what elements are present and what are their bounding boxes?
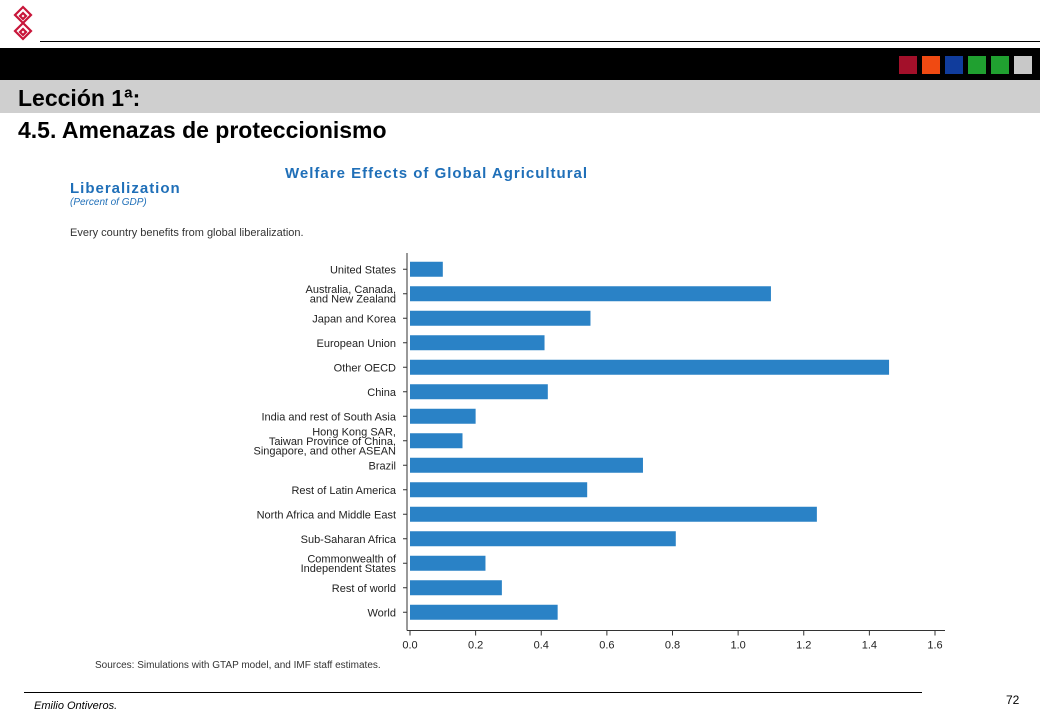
bar bbox=[410, 506, 817, 522]
x-tick-label: 0.4 bbox=[534, 640, 549, 652]
chart-note: Every country benefits from global liber… bbox=[70, 227, 304, 239]
category-label: North Africa and Middle East bbox=[257, 509, 396, 521]
category-label: Rest of Latin America bbox=[291, 485, 396, 497]
bar bbox=[410, 261, 443, 277]
bar bbox=[410, 531, 676, 547]
header-color-square bbox=[945, 56, 963, 74]
chart-subtitle: (Percent of GDP) bbox=[70, 197, 147, 208]
x-tick-label: 0.2 bbox=[468, 640, 483, 652]
logo-icon bbox=[8, 4, 38, 44]
header-band bbox=[0, 48, 1040, 80]
x-tick-label: 1.4 bbox=[862, 640, 877, 652]
header-color-square bbox=[1014, 56, 1032, 74]
chart-title-continued: Liberalization bbox=[70, 180, 181, 197]
chart-source: Sources: Simulations with GTAP model, an… bbox=[95, 660, 381, 671]
category-label: World bbox=[367, 607, 396, 619]
chart-title: Welfare Effects of Global Agricultural bbox=[285, 165, 589, 182]
bar bbox=[410, 384, 548, 400]
bar bbox=[410, 286, 771, 302]
footer-author: Emilio Ontiveros. bbox=[34, 700, 118, 712]
category-label: Sub-Saharan Africa bbox=[301, 534, 397, 546]
x-tick-label: 0.8 bbox=[665, 640, 680, 652]
bar bbox=[410, 482, 588, 498]
bar bbox=[410, 457, 643, 473]
category-label: China bbox=[367, 387, 397, 399]
slide-title: Lección 1ª: bbox=[18, 85, 141, 111]
bar bbox=[410, 408, 476, 424]
x-tick-label: 0.0 bbox=[402, 640, 417, 652]
header-color-square bbox=[991, 56, 1009, 74]
x-tick-label: 0.6 bbox=[599, 640, 614, 652]
footer-rule bbox=[24, 692, 922, 693]
bar bbox=[410, 555, 486, 571]
bar bbox=[410, 604, 558, 620]
header-color-square bbox=[899, 56, 917, 74]
x-tick-label: 1.6 bbox=[927, 640, 942, 652]
bar bbox=[410, 310, 591, 326]
header-color-square bbox=[922, 56, 940, 74]
header-color-squares bbox=[899, 56, 1032, 74]
bar bbox=[410, 359, 890, 375]
category-label: Other OECD bbox=[334, 362, 396, 374]
bar bbox=[410, 433, 463, 449]
page-number: 72 bbox=[1006, 693, 1020, 707]
bar bbox=[410, 335, 545, 351]
chart: Welfare Effects of Global Agricultural L… bbox=[60, 155, 960, 685]
category-label: Japan and Korea bbox=[312, 313, 397, 325]
category-label: Brazil bbox=[368, 460, 396, 472]
header-color-square bbox=[968, 56, 986, 74]
category-label: Hong Kong SAR, Taiwan Province of China, S… bbox=[254, 426, 397, 457]
category-label: European Union bbox=[316, 338, 396, 350]
category-label: Australia, Canada, and New Zealand bbox=[306, 284, 397, 306]
x-tick-label: 1.0 bbox=[730, 640, 745, 652]
category-label: India and rest of South Asia bbox=[261, 411, 396, 423]
top-rule bbox=[40, 41, 1040, 42]
slide-subtitle: 4.5. Amenazas de proteccionismo bbox=[18, 117, 387, 143]
category-label: Rest of world bbox=[332, 583, 396, 595]
x-tick-label: 1.2 bbox=[796, 640, 811, 652]
category-label: United States bbox=[330, 264, 397, 276]
bar-chart-svg: United States Australia, Canada, and New Z… bbox=[254, 253, 945, 652]
category-label: Commonwealth of Independent States bbox=[301, 554, 397, 576]
title-band bbox=[0, 80, 1040, 113]
bar bbox=[410, 580, 502, 596]
